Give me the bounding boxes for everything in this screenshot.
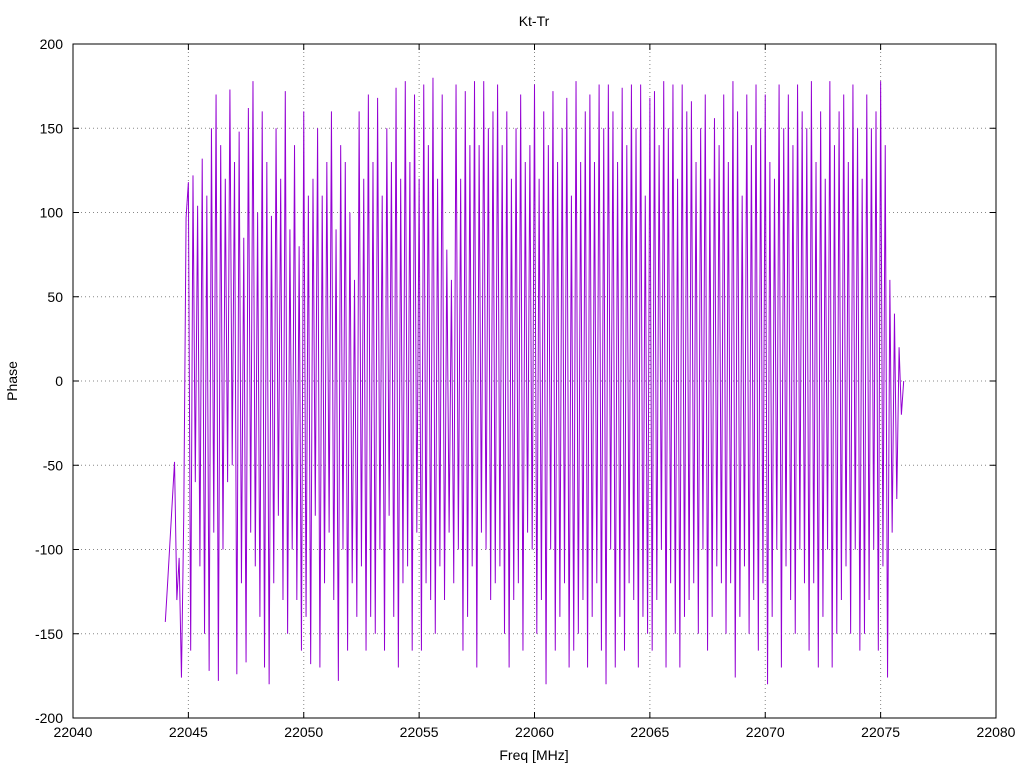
y-tick-label: -150 <box>35 626 63 642</box>
x-tick-label: 22075 <box>861 724 900 740</box>
x-tick-label: 22070 <box>746 724 785 740</box>
x-axis-label: Freq [MHz] <box>499 747 568 763</box>
phase-series-line <box>164 77 905 685</box>
y-tick-label: 50 <box>47 289 63 305</box>
y-tick-label: 100 <box>40 205 64 221</box>
x-tick-label: 22045 <box>169 724 208 740</box>
y-tick-label: -50 <box>43 457 63 473</box>
y-axis-label: Phase <box>4 361 20 401</box>
x-tick-label: 22050 <box>284 724 323 740</box>
y-tick-label: -100 <box>35 542 63 558</box>
y-tick-label: 150 <box>40 120 64 136</box>
x-tick-label: 22080 <box>977 724 1016 740</box>
axis-ticks: 22040 22045 22050 22055 22060 22065 22070 22075… <box>35 36 1016 740</box>
y-tick-label: 0 <box>55 373 63 389</box>
x-tick-label: 22040 <box>54 724 93 740</box>
chart-title: Kt-Tr <box>519 13 550 29</box>
x-tick-label: 22060 <box>515 724 554 740</box>
y-tick-label: 200 <box>40 36 64 52</box>
y-tick-label: -200 <box>35 710 63 726</box>
x-tick-label: 22055 <box>400 724 439 740</box>
x-tick-label: 22065 <box>630 724 669 740</box>
